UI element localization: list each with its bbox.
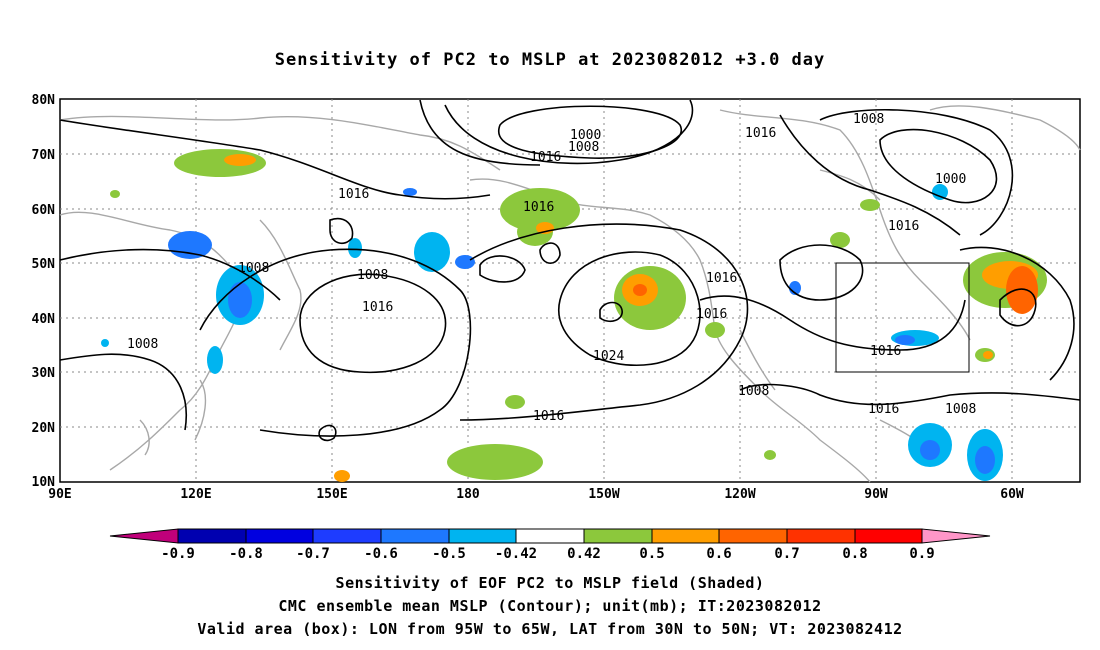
colorbar-cell [380,528,450,544]
caption-line-2: CMC ensemble mean MSLP (Contour); unit(m… [278,597,822,615]
lon-label: 60W [1000,487,1024,502]
contour-label: 1016 [745,126,776,141]
colorbar-label: 0.5 [639,546,664,562]
contour-label: 1016 [868,402,899,417]
caption-line-3: Valid area (box): LON from 95W to 65W, L… [197,620,903,638]
colorbar-label: -0.5 [432,546,466,562]
colorbar-cell [245,528,314,544]
contour-label: 1008 [738,384,769,399]
lat-label: 70N [32,148,56,163]
contour-label: 1016 [706,271,737,286]
contour-label: 1016 [696,307,727,322]
lat-label: 10N [32,475,56,490]
colorbar-label: 0.9 [909,546,934,562]
colorbar-label: 0.6 [706,546,731,562]
lon-label: 180 [456,487,480,502]
lon-labels: 90E 120E 150E 180 150W 120W 90W 60W [48,487,1024,502]
lon-label: 120W [724,487,755,502]
colorbar-label: 0.7 [774,546,799,562]
contour-label: 1008 [568,140,599,155]
lon-label: 90E [48,487,71,502]
contour-label: 1008 [853,112,884,127]
colorbar-label: 0.42 [567,546,601,562]
contour-label: 1008 [238,261,269,276]
colorbar-label: -0.8 [229,546,263,562]
colorbar-cell [177,528,247,544]
colorbar-cell [651,528,720,544]
colorbar-cell [312,528,382,544]
contour-label: 1008 [945,402,976,417]
plot-title: Sensitivity of PC2 to MSLP at 2023082012… [274,50,826,70]
lat-label: 20N [32,421,56,436]
colorbar-label: 0.8 [842,546,867,562]
lon-label: 90W [864,487,888,502]
colorbar-cell [109,528,179,544]
lat-label: 30N [32,366,56,381]
contour-label: 1016 [888,219,919,234]
colorbar-cell [786,528,856,544]
colorbar-cell [515,528,585,544]
lon-label: 150E [316,487,347,502]
colorbar [109,528,991,544]
colorbar-label: -0.9 [161,546,195,562]
lon-label: 150W [588,487,619,502]
shaded-sensitivity [101,149,1047,482]
lat-label: 60N [32,203,56,218]
colorbar-label: -0.7 [296,546,330,562]
contour-label: 1016 [362,300,393,315]
mslp-contours [59,99,1081,442]
contour-labels: 1000 1008 1016 1016 1008 1016 1016 1000 … [127,112,976,424]
contour-label: 1016 [338,187,369,202]
colorbar-cell [718,528,788,544]
lat-label: 50N [32,257,56,272]
lat-label: 40N [32,312,56,327]
contour-label: 1016 [530,150,561,165]
colorbar-cell [583,528,653,544]
colorbar-label: -0.6 [364,546,398,562]
contour-label: 1016 [523,200,554,215]
caption-line-1: Sensitivity of EOF PC2 to MSLP field (Sh… [335,574,765,592]
colorbar-cell [448,528,517,544]
colorbar-cell [921,528,991,544]
contour-label: 1016 [870,344,901,359]
lat-labels: 80N 70N 60N 50N 40N 30N 20N 10N [32,93,56,490]
contour-label: 1008 [357,268,388,283]
lat-label: 80N [32,93,56,108]
contour-label: 1000 [570,128,601,143]
colorbar-cell [854,528,923,544]
contour-label: 1000 [935,172,966,187]
contour-label: 1024 [593,349,624,364]
contour-label: 1016 [533,409,564,424]
colorbar-labels: -0.9 -0.8 -0.7 -0.6 -0.5 -0.42 0.42 0.5 … [161,546,935,562]
valid-area-box [835,262,970,373]
contour-label: 1008 [127,337,158,352]
colorbar-label: -0.42 [495,546,537,562]
lon-label: 120E [180,487,211,502]
